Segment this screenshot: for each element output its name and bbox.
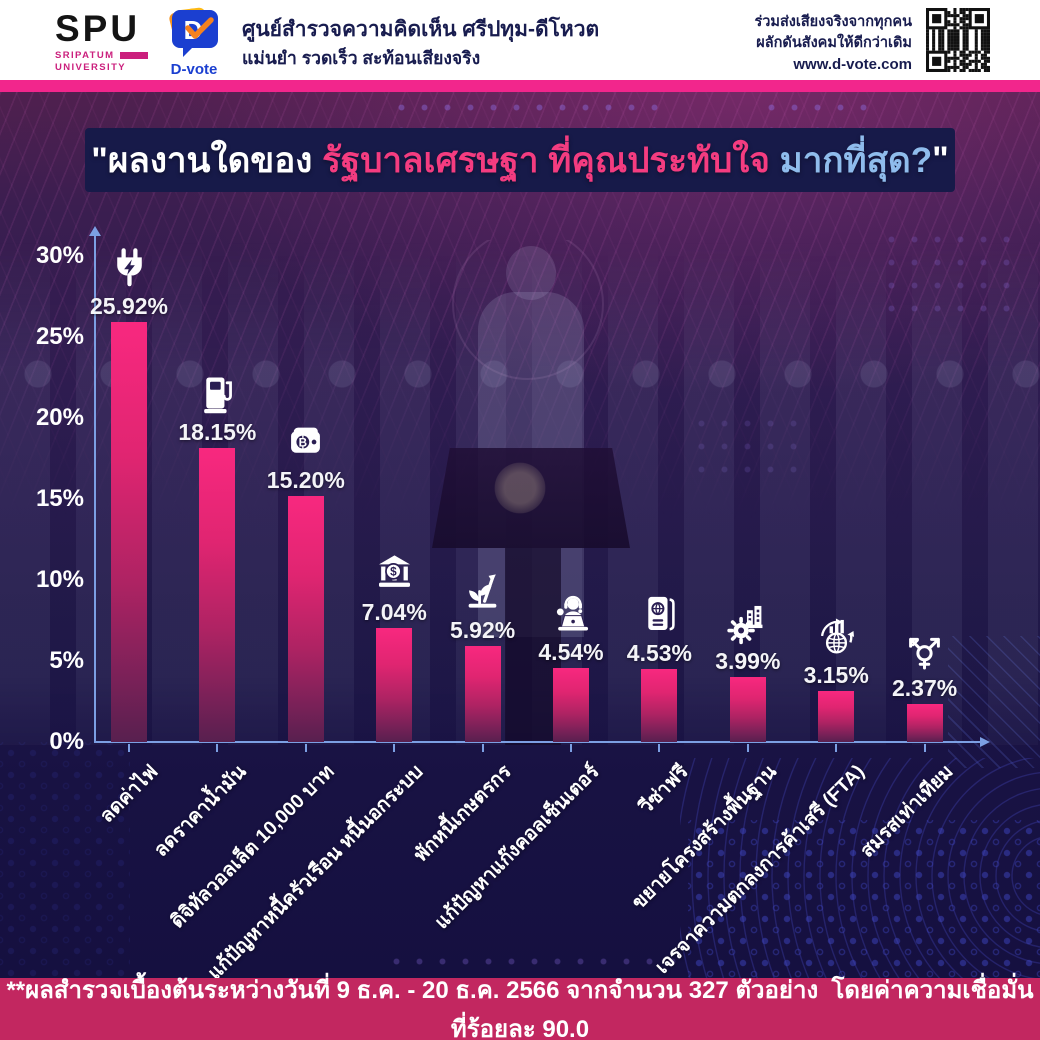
podium-emblem <box>494 462 546 514</box>
x-axis-tick <box>835 744 838 752</box>
bar-value-label: 4.54% <box>538 639 604 665</box>
podium <box>432 448 630 548</box>
question-segment: มากที่สุด? <box>779 140 933 180</box>
dots-decoration <box>0 742 130 978</box>
x-axis-arrow <box>980 737 990 747</box>
bar <box>729 677 766 742</box>
bar <box>199 448 236 742</box>
y-axis-tick-label: 15% <box>35 485 84 512</box>
bar <box>464 646 501 742</box>
bar-value-label: 2.37% <box>891 675 958 701</box>
x-axis-tick <box>481 744 484 752</box>
podium-stem <box>505 548 561 745</box>
y-axis-tick-label: 20% <box>35 404 84 431</box>
question-segment: " <box>932 140 949 179</box>
y-axis-tick-label: 10% <box>35 566 84 593</box>
bar <box>376 628 413 742</box>
spu-logo-bar <box>120 52 149 60</box>
dots-decoration <box>385 950 685 976</box>
question-segment: รัฐบาลเศรษฐา <box>322 140 549 180</box>
bar-value-label: 7.04% <box>361 599 427 625</box>
bar-value-label: 3.99% <box>715 648 781 674</box>
bar-value-label: 3.15% <box>803 662 869 688</box>
spu-line2: UNIVERSITY <box>55 61 127 73</box>
transgender-icon <box>899 626 951 673</box>
passport-icon <box>633 591 685 638</box>
sprout-icon <box>457 568 509 615</box>
website-link[interactable]: www.d-vote.com <box>793 56 912 74</box>
y-axis-tick-label: 25% <box>35 323 84 350</box>
bar <box>818 691 855 742</box>
y-axis-tick-label: 0% <box>49 728 84 755</box>
spu-acronym: SPU <box>55 8 141 49</box>
x-axis-tick <box>923 744 926 752</box>
bar <box>553 668 589 742</box>
dots-decoration <box>690 412 802 474</box>
footer: **ผลสำรวจเบื้องต้นระหว่างวันที่ 9 ธ.ค. -… <box>0 977 1040 1040</box>
x-axis <box>94 741 982 743</box>
cabinet-photo-backdrop <box>0 240 1040 745</box>
dots-decoration <box>688 820 1040 978</box>
slogan-line1: ร่วมส่งเสียงจริงจากทุกคน <box>754 14 912 30</box>
wallet-bitcoin-icon: B <box>280 418 332 465</box>
bank-icon: $ <box>368 550 420 597</box>
spu-line1: SRIPATUM <box>55 50 115 61</box>
dvote-logo-icon: D <box>166 7 222 62</box>
x-axis-label: แก้ปัญหาแก๊งคอลเซ็นเตอร์ <box>431 760 605 934</box>
question-segment: ที่คุณประทับใจ <box>548 140 780 180</box>
x-axis-tick <box>216 744 219 752</box>
x-axis-tick <box>128 744 130 752</box>
x-axis-tick <box>658 744 661 752</box>
industry-gear-icon <box>722 599 774 646</box>
bar-value-label: 15.20% <box>266 467 345 493</box>
x-axis-tick <box>393 744 396 752</box>
diagonal-lines-decoration <box>948 636 1040 768</box>
x-axis-label: สมรสเท่าเทียม <box>856 760 958 862</box>
question-segment: "ผลงานใดของ <box>91 140 323 180</box>
header: SPU SRIPATUM UNIVERSITY D D-vote <box>0 0 1040 80</box>
survey-note: **ผลสำรวจเบื้องต้นระหว่างวันที่ 9 ธ.ค. -… <box>6 977 1034 1040</box>
x-axis-tick <box>304 744 307 752</box>
seal-decoration <box>452 240 604 380</box>
bar-value-label: 18.15% <box>178 419 257 445</box>
fuel-pump-icon <box>191 370 243 417</box>
poll-center-title: ศูนย์สำรวจความคิดเห็น ศรีปทุม-ดีโหวต <box>242 18 600 41</box>
dvote-logo: D D-vote <box>162 6 226 78</box>
x-axis-label: วีซ่าฟรี <box>634 760 693 819</box>
x-axis-label: ลดค่าไฟ <box>95 760 163 828</box>
arcs-decoration <box>680 758 1040 978</box>
spu-logo: SPU SRIPATUM UNIVERSITY <box>55 10 165 74</box>
bar-value-label: 5.92% <box>449 617 516 643</box>
y-axis-tick-label: 30% <box>35 242 84 269</box>
accent-strip <box>0 80 1040 92</box>
poll-center-subtitle: แม่นยำ รวดเร็ว สะท้อนเสียงจริง <box>242 47 481 68</box>
speaker-head <box>506 246 556 300</box>
bar <box>287 496 324 742</box>
call-center-icon <box>545 590 597 637</box>
slogan-line2: ผลักดันสังคมให้ดีกว่าเดิม <box>756 35 912 52</box>
dots-decoration <box>880 228 1020 320</box>
x-axis-label: ดิจิทัลวอลเล็ต 10,000 บาท <box>166 760 339 933</box>
qr-code <box>926 8 990 72</box>
plug-icon <box>103 244 155 291</box>
dvote-logo-label: D-vote <box>170 61 218 78</box>
header-tagline: ศูนย์สำรวจความคิดเห็น ศรีปทุม-ดีโหวต แม่… <box>242 14 599 70</box>
y-axis-tick-label: 5% <box>49 647 84 674</box>
bar-value-label: 4.53% <box>626 640 692 666</box>
bar-value-label: 25.92% <box>89 293 168 319</box>
x-axis-tick <box>570 744 572 752</box>
bar <box>111 322 147 742</box>
question-banner: "ผลงานใดของ รัฐบาลเศรษฐา ที่คุณประทับใจ … <box>85 128 955 192</box>
globe-growth-icon <box>810 613 862 660</box>
y-axis <box>94 236 96 743</box>
bar <box>906 704 943 742</box>
y-axis-arrow <box>89 226 101 236</box>
svg-text:B: B <box>299 436 308 449</box>
header-slogan: ร่วมส่งเสียงจริงจากทุกคน ผลักดันสังคมให้… <box>754 12 912 76</box>
svg-text:$: $ <box>390 566 397 579</box>
bar <box>641 669 678 742</box>
x-axis-tick <box>746 744 749 752</box>
